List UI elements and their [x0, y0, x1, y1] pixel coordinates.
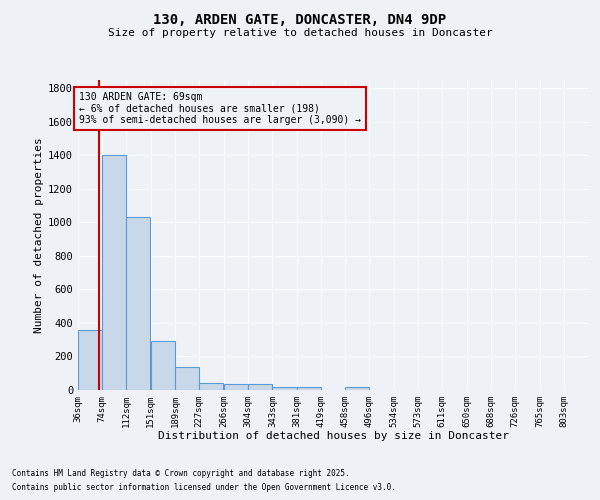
Bar — [272, 386, 296, 390]
Y-axis label: Number of detached properties: Number of detached properties — [34, 137, 44, 333]
Text: Size of property relative to detached houses in Doncaster: Size of property relative to detached ho… — [107, 28, 493, 38]
Bar — [199, 384, 223, 390]
Bar — [126, 218, 150, 390]
Text: Contains HM Land Registry data © Crown copyright and database right 2025.: Contains HM Land Registry data © Crown c… — [12, 468, 350, 477]
Bar — [346, 386, 370, 390]
Text: 130, ARDEN GATE, DONCASTER, DN4 9DP: 130, ARDEN GATE, DONCASTER, DN4 9DP — [154, 12, 446, 26]
Bar — [296, 386, 320, 390]
Text: Contains public sector information licensed under the Open Government Licence v3: Contains public sector information licen… — [12, 484, 396, 492]
X-axis label: Distribution of detached houses by size in Doncaster: Distribution of detached houses by size … — [157, 432, 509, 442]
Bar — [175, 368, 199, 390]
Bar — [224, 384, 248, 390]
Bar — [102, 156, 126, 390]
Bar — [78, 330, 102, 390]
Bar — [151, 342, 175, 390]
Bar — [248, 384, 272, 390]
Text: 130 ARDEN GATE: 69sqm
← 6% of detached houses are smaller (198)
93% of semi-deta: 130 ARDEN GATE: 69sqm ← 6% of detached h… — [79, 92, 361, 125]
